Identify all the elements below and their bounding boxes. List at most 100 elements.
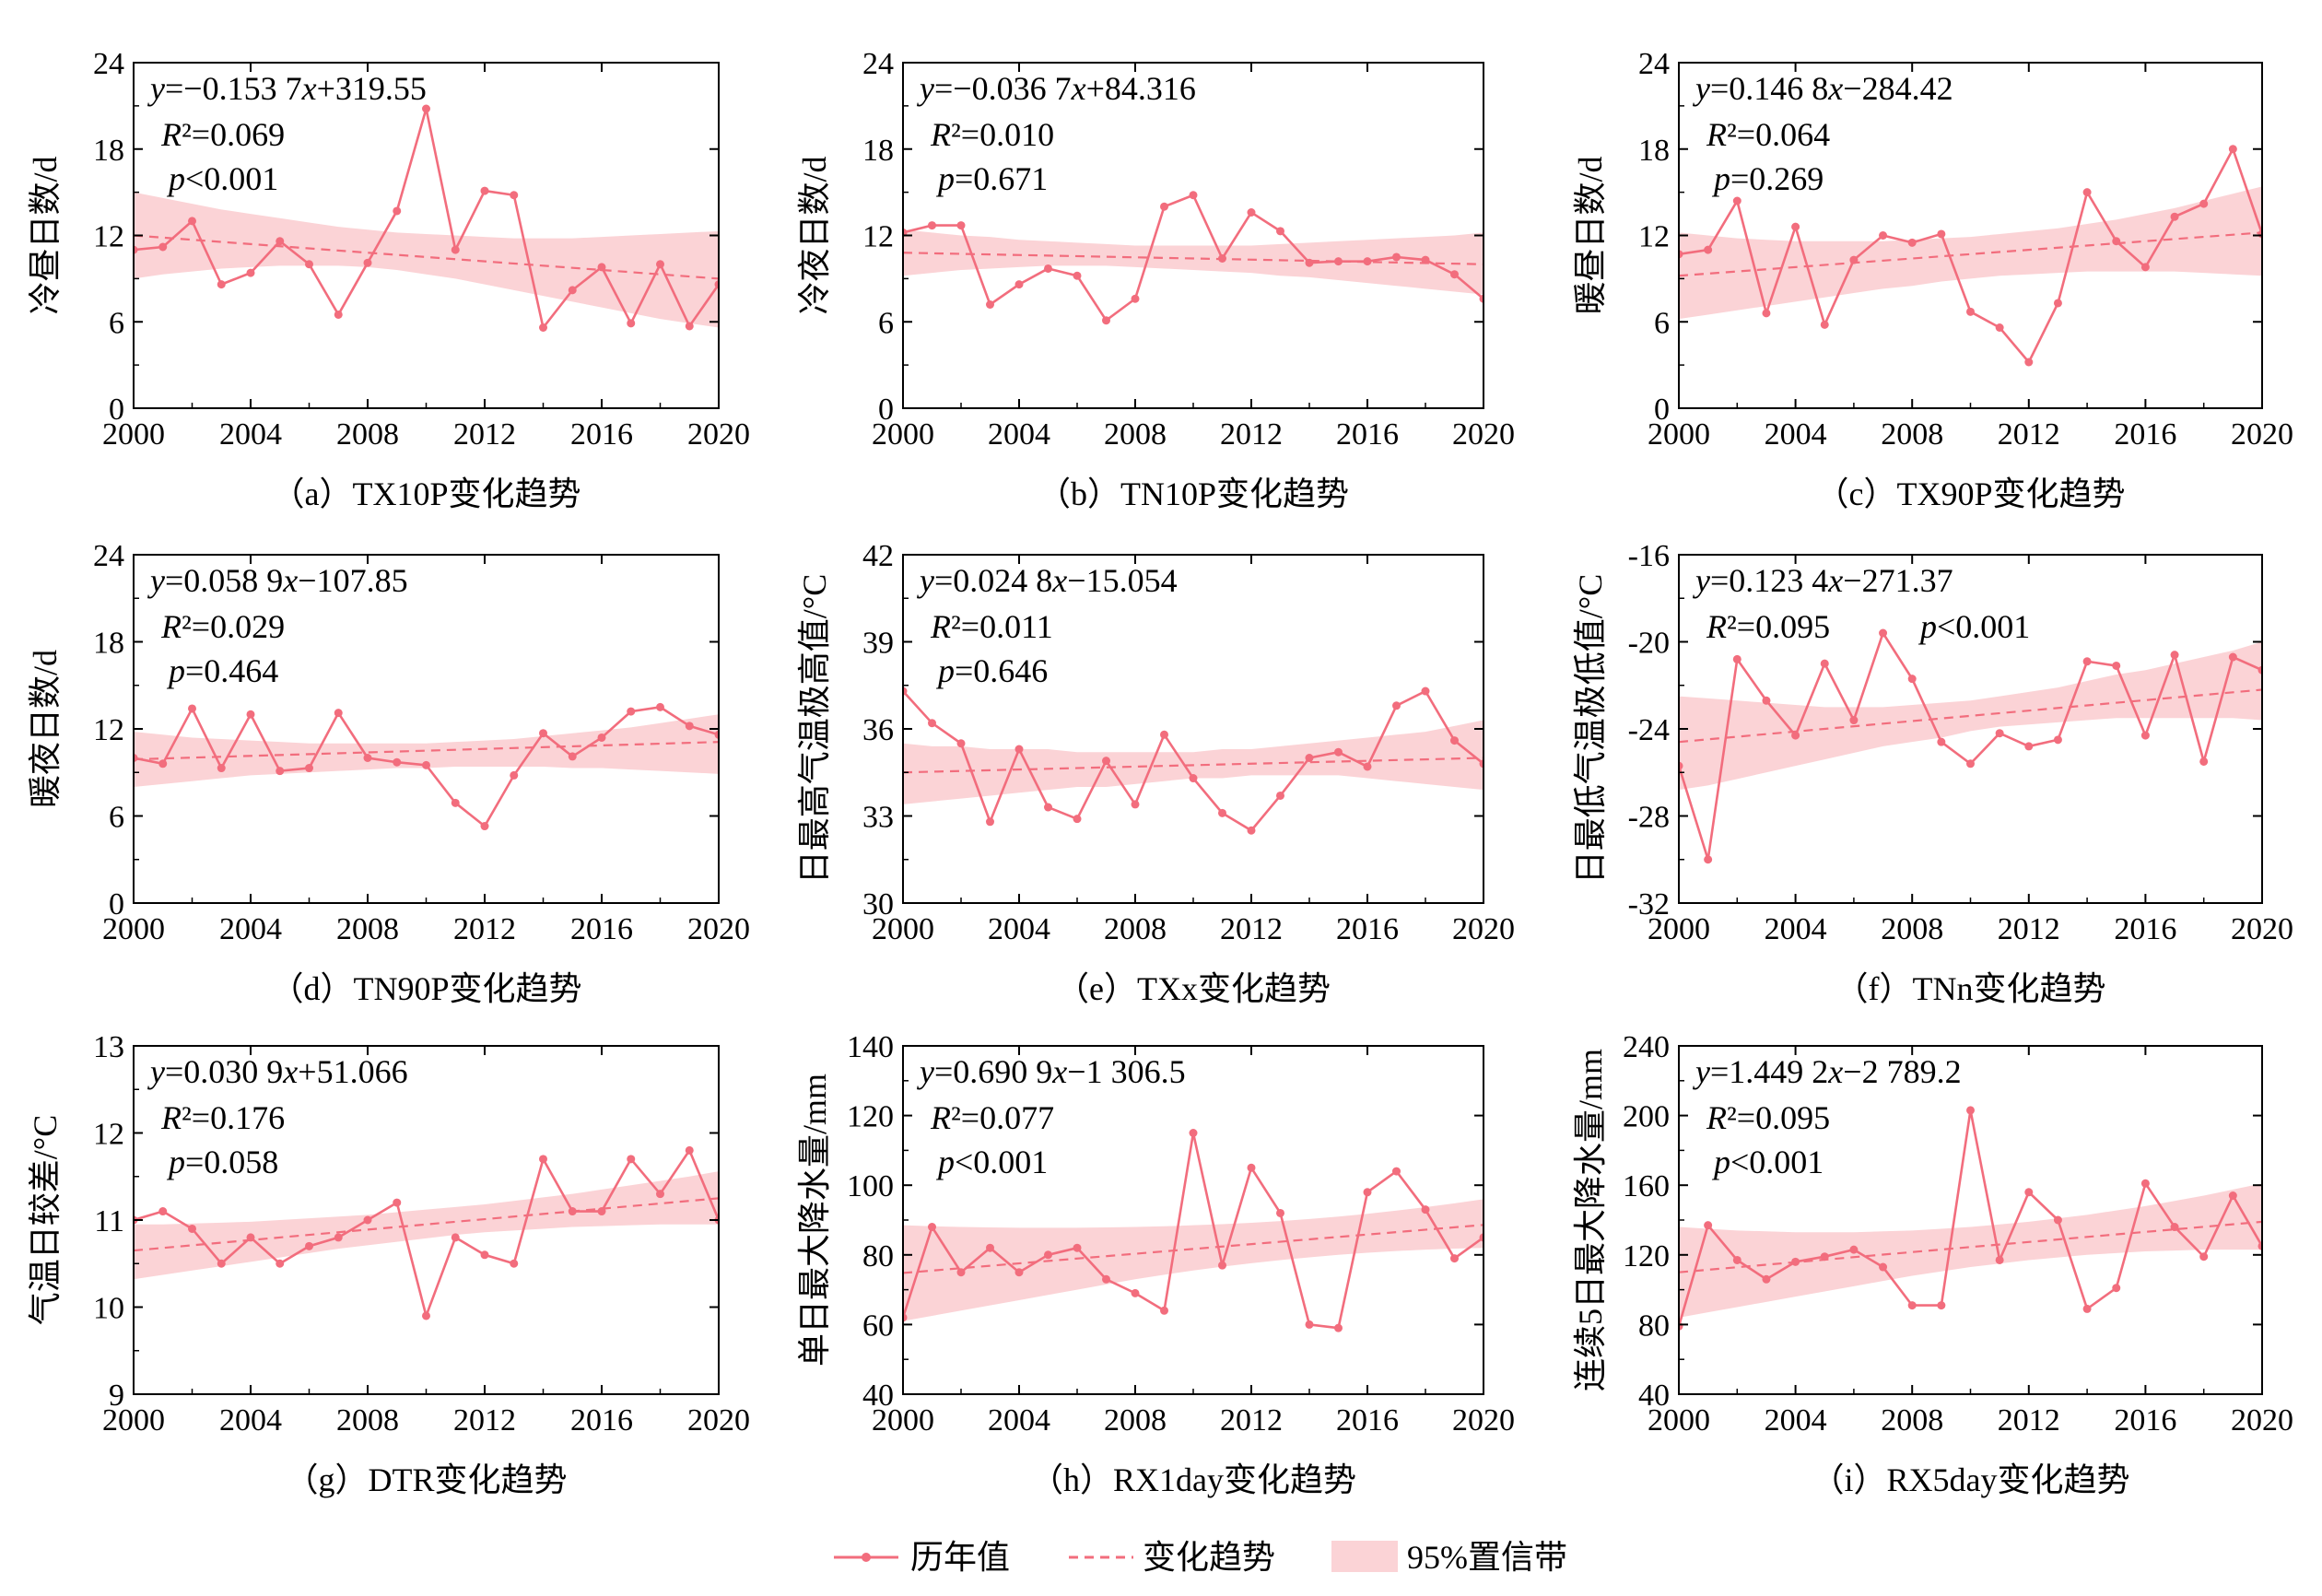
data-point: [451, 798, 460, 807]
data-point: [451, 245, 460, 254]
data-point: [2140, 1179, 2150, 1188]
x-tick-label: 2004: [988, 912, 1050, 946]
regression-equation: y=−0.036 7x+84.316: [917, 70, 1196, 107]
regression-equation: y=0.058 9x−107.85: [147, 562, 408, 599]
y-axis-label: 冷昼日数/d: [27, 156, 64, 314]
y-tick-label: 18: [93, 627, 124, 661]
plot-area: [134, 104, 719, 332]
x-tick-label: 2020: [687, 417, 750, 452]
confidence-band: [1679, 186, 2262, 320]
trend-line: [903, 757, 1484, 774]
eq-intercept: −15.054: [1067, 562, 1177, 599]
x-tick-label: 2012: [1998, 912, 2060, 946]
y-axis-label: 暖夜日数/d: [27, 650, 64, 808]
r-squared-value: ²=0.011: [951, 608, 1053, 645]
r-symbol: R: [1706, 1099, 1727, 1136]
regression-equation: y=0.146 8x−284.42: [1693, 70, 1953, 107]
confidence-band: [134, 1171, 719, 1280]
data-point: [1160, 1306, 1168, 1315]
x-tick-label: 2020: [2231, 417, 2293, 452]
data-point: [1305, 258, 1314, 267]
eq-slope: =1.449 2: [1710, 1053, 1828, 1090]
data-point: [1218, 808, 1226, 817]
data-point: [539, 323, 547, 332]
y-axis-label: 暖昼日数/d: [1572, 156, 1609, 314]
panel-caption: （a）TX10P变化趋势: [272, 475, 581, 512]
data-point: [188, 1224, 196, 1233]
data-point: [2024, 742, 2034, 751]
data-point: [956, 221, 966, 230]
data-point: [1966, 307, 1975, 316]
x-tick-label: 2004: [219, 912, 282, 946]
y-tick-label: 240: [1623, 1030, 1670, 1064]
data-point: [1791, 1257, 1800, 1266]
data-point: [1732, 1255, 1742, 1264]
data-point: [1363, 762, 1372, 771]
data-point: [1421, 255, 1430, 264]
plot-area: [134, 1145, 719, 1320]
x-tick-label: 2008: [1881, 912, 1943, 946]
data-point: [1450, 736, 1459, 745]
data-point: [1679, 761, 1683, 770]
x-tick-label: 2000: [872, 417, 934, 452]
y-tick-label: 60: [862, 1308, 894, 1343]
data-point: [568, 752, 577, 761]
data-point: [928, 221, 936, 230]
data-point: [2053, 299, 2062, 308]
data-point: [1762, 309, 1771, 318]
data-point: [986, 1243, 994, 1252]
r-symbol: R: [930, 116, 951, 153]
x-tick-label: 2016: [1336, 417, 1399, 452]
legend-band-swatch: [1331, 1541, 1398, 1572]
data-point: [2140, 263, 2150, 272]
data-point: [1450, 1254, 1459, 1263]
data-point: [1218, 254, 1226, 263]
eq-slope: =0.024 8: [934, 562, 1052, 599]
r-squared-text: R²=0.176: [160, 1099, 285, 1136]
data-point: [1907, 675, 1917, 684]
plot-area: [1679, 628, 2262, 864]
data-point: [597, 733, 606, 742]
data-point: [1044, 264, 1052, 273]
eq-y-symbol: y: [917, 562, 934, 599]
plot-frame: [902, 62, 1484, 409]
plot-area: [903, 191, 1484, 325]
data-point: [2228, 652, 2237, 662]
chart-panel-i: 2000 2004 2008 2012 2016 2020 40 80 120 160 200 240…: [1572, 1030, 2293, 1498]
data-point: [1334, 1323, 1343, 1332]
x-tick-label: 2020: [1452, 417, 1515, 452]
y-tick-label: 6: [109, 801, 124, 835]
y-tick-label: 12: [93, 1118, 124, 1152]
data-point: [1131, 800, 1140, 809]
data-point: [334, 1233, 343, 1242]
data-point: [1849, 255, 1859, 264]
data-point: [1073, 271, 1082, 280]
data-point: [305, 1241, 313, 1250]
data-point: [928, 719, 936, 728]
x-tick-label: 2000: [872, 1403, 934, 1438]
y-tick-label: 0: [1654, 393, 1670, 427]
data-point: [422, 1311, 430, 1320]
eq-x-symbol: x: [282, 562, 298, 599]
x-tick-label: 2008: [336, 912, 399, 946]
y-tick-label: 100: [847, 1169, 894, 1203]
data-point: [2112, 1284, 2121, 1293]
p-symbol: p: [1711, 160, 1730, 197]
r-symbol: R: [930, 608, 951, 645]
data-point: [1363, 1188, 1372, 1197]
data-point: [1305, 754, 1314, 762]
eq-y-symbol: y: [1693, 1053, 1710, 1090]
data-point: [246, 268, 255, 277]
trend-line: [903, 1224, 1484, 1274]
y-axis-label: 日最低气温极低值/°C: [1572, 574, 1609, 884]
r-symbol: R: [160, 608, 182, 645]
y-tick-label: 120: [847, 1100, 894, 1134]
data-point: [714, 280, 719, 289]
data-point: [2258, 1241, 2262, 1250]
y-tick-label: -20: [1628, 627, 1670, 661]
x-tick-label: 2008: [1104, 1403, 1167, 1438]
data-point: [1014, 745, 1024, 754]
x-tick-label: 2012: [1220, 1403, 1283, 1438]
data-point: [2199, 199, 2209, 208]
data-point: [1995, 729, 2004, 738]
